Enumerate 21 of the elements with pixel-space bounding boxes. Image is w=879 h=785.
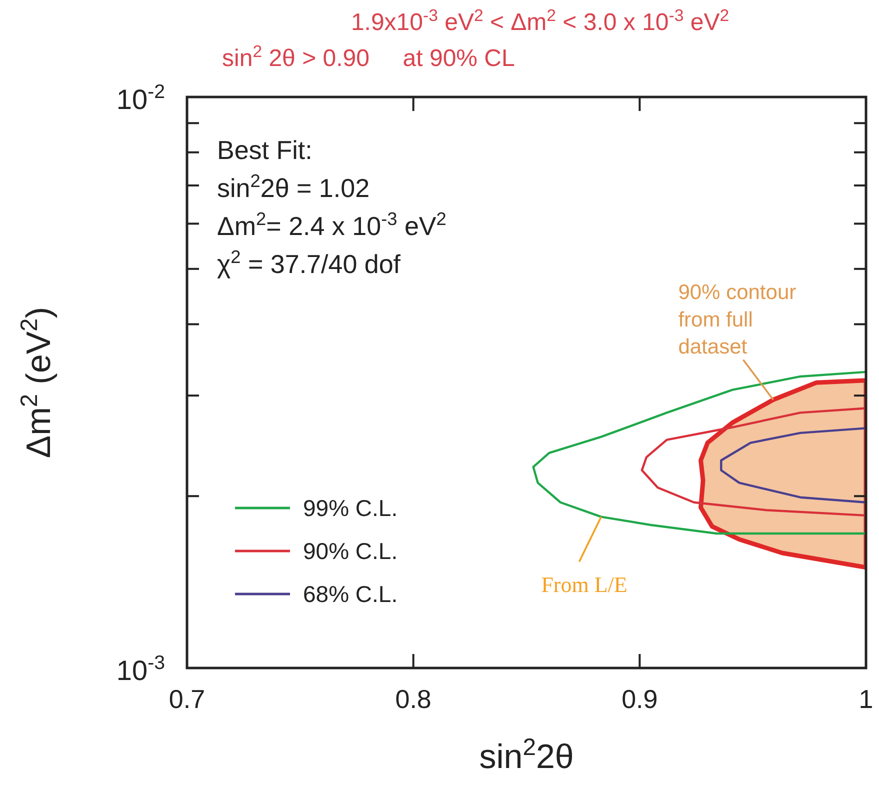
annotation: 90% contour from full dataset	[678, 281, 796, 359]
x-axis-title: sin$^{2}$2θ	[479, 734, 574, 776]
chart-title: 1.9x10$^{-3}$ eV$^{2}$ < Δm$^{2}$ < 3.0 x 10$^{-3}$ eV$^{2}$	[350, 6, 730, 36]
x-tick-label: 0.7	[168, 684, 206, 714]
line-series	[720, 427, 866, 504]
x-tick-label: 0.8	[395, 684, 432, 714]
legend-label: 90% C.L.	[303, 538, 398, 564]
annotation: From L/E	[541, 572, 628, 597]
x-tick-label: 0.9	[622, 684, 658, 714]
y-tick-label: 10$^{-2}$	[116, 81, 165, 115]
annotation: Δm$^{2}$= 2.4 x 10$^{-3}$ eV$^{2}$	[217, 209, 446, 241]
annotation: sin$^{2}$2θ = 1.02	[217, 171, 370, 203]
y-tick-label: 10$^{-3}$	[116, 652, 166, 686]
chart-subtitle: sin$^{2}$ 2θ > 0.90 at 90% CL	[222, 42, 515, 72]
legend-label: 68% C.L.	[303, 581, 398, 607]
x-tick-label: 1	[858, 684, 874, 714]
annotation: Best Fit:	[217, 135, 312, 165]
line-series	[640, 407, 866, 517]
line-series	[532, 370, 866, 535]
annotation: χ$^{2}$ = 37.7/40 dof	[217, 247, 402, 279]
legend-label: 99% C.L.	[303, 495, 398, 521]
